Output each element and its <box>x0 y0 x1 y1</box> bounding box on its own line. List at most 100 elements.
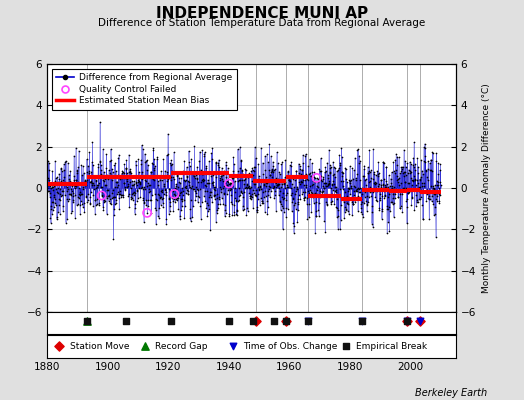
Point <box>52 216 61 222</box>
Point <box>82 156 91 162</box>
Point <box>376 195 384 202</box>
Point <box>252 192 260 198</box>
Point <box>366 184 375 190</box>
Point <box>129 197 137 204</box>
Point <box>156 195 164 202</box>
Point <box>272 149 281 155</box>
Point <box>373 168 381 174</box>
Point <box>177 175 185 181</box>
Point <box>195 193 203 200</box>
Point <box>172 181 180 187</box>
Point <box>382 164 390 170</box>
Point <box>360 200 368 206</box>
Legend: Difference from Regional Average, Quality Control Failed, Estimated Station Mean: Difference from Regional Average, Qualit… <box>52 68 236 110</box>
Point <box>289 219 298 226</box>
Point <box>136 194 145 200</box>
Point <box>428 149 436 156</box>
Point <box>340 198 348 205</box>
Point <box>93 182 101 189</box>
Point <box>323 160 331 166</box>
Point <box>88 159 96 165</box>
Point <box>319 183 328 190</box>
Point <box>435 191 444 197</box>
Point <box>74 147 83 154</box>
Point <box>155 192 163 198</box>
Point <box>359 214 367 220</box>
Point <box>306 170 314 176</box>
Point <box>401 172 410 178</box>
Point <box>358 186 367 193</box>
Point <box>220 191 228 197</box>
Point <box>63 196 72 202</box>
Point <box>378 180 387 187</box>
Point <box>57 178 65 184</box>
Point <box>118 170 126 177</box>
Point <box>129 178 138 184</box>
Point <box>291 191 300 197</box>
Point <box>385 204 394 210</box>
Point <box>186 206 194 212</box>
Point <box>167 318 176 324</box>
Point <box>341 166 350 172</box>
Point <box>237 157 245 164</box>
Point <box>247 168 255 174</box>
Point <box>329 172 337 179</box>
Point <box>348 212 356 218</box>
Point <box>298 179 307 185</box>
Point <box>406 187 414 193</box>
Point <box>67 186 75 192</box>
Point <box>383 230 391 236</box>
Point <box>383 206 391 212</box>
Point <box>372 172 380 178</box>
Point <box>346 191 355 197</box>
Point <box>260 209 269 216</box>
Point <box>427 156 435 163</box>
Point <box>311 213 320 219</box>
Point <box>291 200 299 206</box>
Point <box>302 176 311 183</box>
Point <box>409 178 417 184</box>
Point <box>403 160 411 166</box>
Point <box>428 193 436 199</box>
Point <box>348 200 357 207</box>
Point <box>95 202 103 208</box>
Point <box>61 180 69 187</box>
Point <box>144 180 152 186</box>
Point <box>318 189 326 195</box>
Point <box>116 191 124 197</box>
Point <box>189 203 197 209</box>
Point <box>57 166 65 172</box>
Point <box>278 158 287 165</box>
Point <box>373 186 381 192</box>
Point <box>235 192 243 199</box>
Point <box>193 185 202 192</box>
Point <box>174 183 182 190</box>
Point <box>354 146 363 152</box>
Point <box>240 180 248 187</box>
Point <box>83 177 92 183</box>
Point <box>203 213 212 219</box>
Point <box>51 178 59 184</box>
Point <box>79 186 88 192</box>
Point <box>192 176 201 182</box>
Point <box>351 184 359 190</box>
Point <box>61 178 70 185</box>
Point <box>403 220 411 227</box>
Point <box>350 183 358 189</box>
Point <box>172 182 180 189</box>
Point <box>379 182 388 188</box>
Point <box>231 178 239 184</box>
Point <box>222 159 230 166</box>
Point <box>147 210 155 216</box>
Point <box>266 153 275 160</box>
Point <box>261 183 270 190</box>
Point <box>232 197 240 204</box>
Point <box>161 187 169 193</box>
Point <box>114 172 122 178</box>
Point <box>386 187 395 194</box>
Point <box>93 201 102 208</box>
Point <box>403 318 412 324</box>
Point <box>133 188 141 194</box>
Point <box>60 167 68 173</box>
Point <box>413 155 421 162</box>
